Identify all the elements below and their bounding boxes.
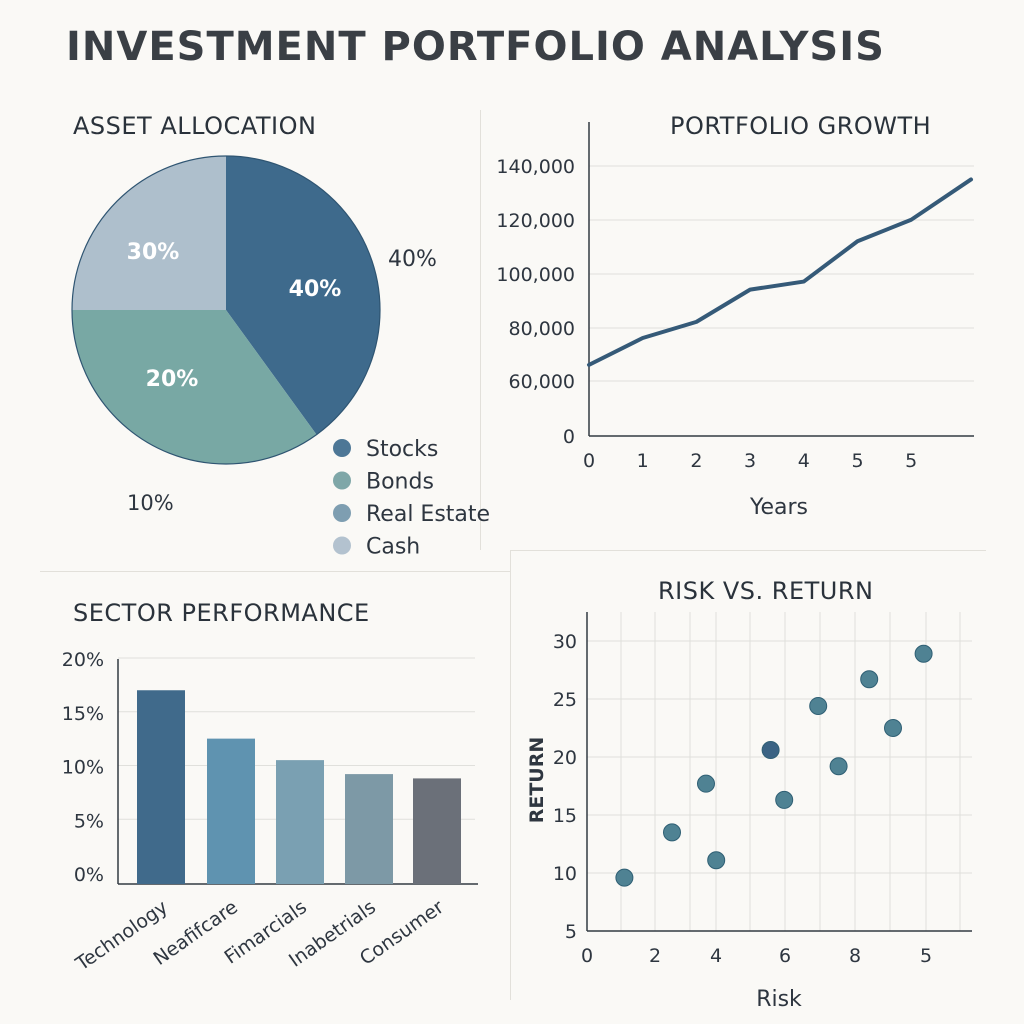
scatter-point bbox=[707, 851, 726, 870]
y-tick-label: 10 bbox=[553, 863, 577, 885]
sector-performance-title: SECTOR PERFORMANCE bbox=[73, 599, 370, 627]
scatter-point bbox=[663, 823, 681, 842]
x-tick-label: 0 bbox=[583, 450, 595, 472]
scatter-point bbox=[809, 696, 828, 715]
legend-label: Stocks bbox=[366, 437, 438, 462]
y-tick-label: 0% bbox=[74, 864, 104, 886]
x-tick-label: 0 bbox=[581, 945, 593, 967]
y-tick-label: 20% bbox=[62, 649, 104, 671]
x-tick-label: 3 bbox=[744, 450, 756, 472]
horizontal-divider-right bbox=[510, 550, 986, 551]
legend-label: Bonds bbox=[366, 470, 434, 495]
pie-slice-label: 40% bbox=[289, 277, 342, 302]
y-tick-label: 15% bbox=[62, 703, 104, 725]
x-tick-label: 8 bbox=[849, 945, 861, 967]
bar-technology bbox=[137, 690, 185, 884]
scatter-point bbox=[775, 790, 794, 809]
scatter-point bbox=[829, 757, 848, 776]
bar-fimarcials bbox=[276, 760, 324, 884]
pie-slice-bonds bbox=[71, 310, 317, 465]
x-tick-label: 5 bbox=[851, 450, 863, 472]
pie-slice-label: 30% bbox=[127, 240, 180, 265]
x-tick-label: 1 bbox=[637, 450, 649, 472]
pie-outline bbox=[71, 155, 381, 465]
horizontal-divider-left bbox=[40, 571, 510, 572]
legend-label: Real Estate bbox=[366, 502, 490, 527]
x-tick-label: 4 bbox=[798, 450, 810, 472]
pie-slice-label: 20% bbox=[146, 367, 199, 392]
y-tick-label: 100,000 bbox=[496, 264, 575, 286]
y-tick-label: 30 bbox=[553, 631, 577, 653]
risk-return-title: RISK VS. RETURN bbox=[658, 577, 874, 605]
pie-slice-stocks bbox=[226, 156, 380, 435]
portfolio-growth-title: PORTFOLIO GROWTH bbox=[670, 112, 932, 140]
y-tick-label: 5% bbox=[74, 810, 104, 832]
legend-swatch-cash bbox=[333, 536, 351, 555]
y-tick-label: 5 bbox=[565, 921, 577, 943]
x-tick-label: 2 bbox=[690, 450, 702, 472]
bar-neafifcare bbox=[207, 738, 255, 884]
growth-series-line bbox=[587, 177, 973, 367]
y-tick-label: 10% bbox=[62, 757, 104, 779]
scatter-point bbox=[914, 644, 933, 663]
y-tick-label: 25 bbox=[553, 689, 577, 711]
scatter-point bbox=[761, 741, 780, 760]
legend-swatch-real-estate bbox=[333, 504, 351, 522]
y-axis-label: RETURN bbox=[526, 737, 548, 824]
y-tick-label: 15 bbox=[553, 805, 577, 827]
x-tick-label: 4 bbox=[710, 945, 722, 967]
bar-consumer bbox=[413, 778, 461, 884]
scatter-point bbox=[884, 719, 902, 737]
pie-slice-cash bbox=[72, 156, 226, 310]
page-title: INVESTMENT PORTFOLIO ANALYSIS bbox=[66, 24, 885, 70]
pie-outside-label: 10% bbox=[127, 491, 174, 515]
y-tick-label: 20 bbox=[553, 747, 577, 769]
legend-label: Cash bbox=[366, 535, 420, 560]
y-tick-label: 140,000 bbox=[496, 156, 575, 178]
x-axis-label: Years bbox=[749, 495, 808, 520]
pie-outside-label: 40% bbox=[388, 247, 437, 272]
y-tick-label: 60,000 bbox=[509, 371, 575, 393]
y-tick-label: 0 bbox=[563, 426, 575, 448]
vertical-divider-top bbox=[480, 110, 481, 550]
y-tick-label: 80,000 bbox=[509, 318, 575, 340]
x-tick-label: 6 bbox=[779, 945, 791, 967]
bar-inabetrials bbox=[345, 774, 393, 884]
legend-swatch-bonds bbox=[333, 471, 351, 490]
x-axis-label: Risk bbox=[756, 987, 802, 1012]
x-tick-label: 5 bbox=[920, 945, 932, 967]
scatter-point bbox=[860, 670, 879, 689]
asset-allocation-title: ASSET ALLOCATION bbox=[73, 112, 317, 140]
y-tick-label: 120,000 bbox=[496, 210, 575, 232]
vertical-divider-bottom bbox=[510, 550, 511, 1000]
legend-swatch-stocks bbox=[333, 439, 351, 457]
x-tick-label: 5 bbox=[905, 450, 917, 472]
scatter-point bbox=[615, 868, 634, 887]
x-tick-label: 2 bbox=[649, 945, 661, 967]
scatter-point bbox=[697, 774, 715, 793]
